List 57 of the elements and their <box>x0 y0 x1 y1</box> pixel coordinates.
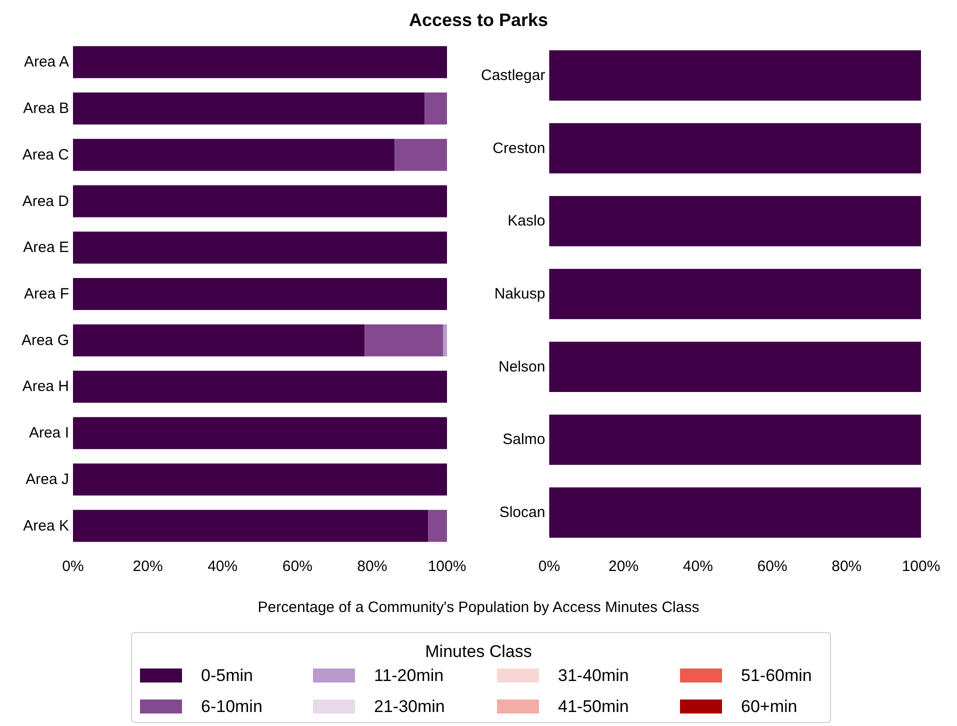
bar <box>73 370 447 403</box>
x-tick-label: 80% <box>832 558 862 575</box>
y-tick-label: Creston <box>492 140 546 157</box>
bar <box>364 324 444 356</box>
x-tick-label: 100% <box>902 558 940 575</box>
x-tick-label: 80% <box>357 558 388 575</box>
bar <box>428 510 447 542</box>
y-tick-label: Area J <box>26 470 69 488</box>
legend-label: 60+min <box>741 697 798 716</box>
bar <box>73 463 447 496</box>
x-tick-label: 40% <box>682 558 713 575</box>
bar <box>443 324 447 356</box>
y-tick-label: Castlegar <box>480 66 546 84</box>
x-tick-label: 0% <box>62 558 84 575</box>
x-tick-label: 0% <box>538 558 560 575</box>
bar <box>394 138 447 171</box>
legend-label: 41-50min <box>558 697 629 716</box>
y-tick-label: Area H <box>22 378 69 396</box>
x-tick-label: 60% <box>282 558 312 575</box>
x-tick-label: 20% <box>608 558 639 575</box>
y-tick-label: Area K <box>23 517 69 534</box>
x-axis-title: Percentage of a Community's Population by Access Minutes Class <box>258 599 700 616</box>
legend-label: 0-5min <box>201 666 253 685</box>
legend-label: 21-30min <box>374 697 445 716</box>
x-tick-label: 60% <box>757 558 788 575</box>
bar <box>73 510 428 542</box>
bar <box>424 92 447 125</box>
y-tick-label: Area D <box>22 192 70 210</box>
bar <box>73 138 395 171</box>
y-tick-label: Area A <box>24 54 69 71</box>
chart-title: Access to Parks <box>408 10 548 30</box>
legend-title: Minutes Class <box>425 642 532 661</box>
y-tick-label: Nakusp <box>494 286 546 302</box>
y-tick-label: Slocan <box>499 504 546 522</box>
bar <box>73 46 447 78</box>
x-tick-label: 20% <box>132 558 163 575</box>
y-tick-label: Salmo <box>502 431 546 448</box>
legend-label: 51-60min <box>741 666 812 685</box>
y-tick-label: Area G <box>21 332 69 349</box>
y-tick-label: Kaslo <box>508 212 546 230</box>
legend-label: 6-10min <box>201 697 262 716</box>
y-tick-label: Area C <box>22 146 70 164</box>
bar <box>73 232 447 264</box>
legend-label: 31-40min <box>558 666 629 685</box>
bar <box>73 92 425 125</box>
y-tick-label: Area I <box>28 424 69 442</box>
x-tick-label: 40% <box>208 558 238 575</box>
bar <box>73 417 447 450</box>
bar <box>73 278 447 310</box>
y-tick-label: Area B <box>23 100 69 118</box>
y-tick-label: Area E <box>23 239 69 256</box>
x-tick-label: 100% <box>428 558 466 575</box>
legend-label: 11-20min <box>374 666 444 685</box>
bar <box>73 185 447 218</box>
bar <box>73 324 365 356</box>
y-tick-label: Nelson <box>498 358 546 376</box>
y-tick-label: Area F <box>24 286 69 302</box>
